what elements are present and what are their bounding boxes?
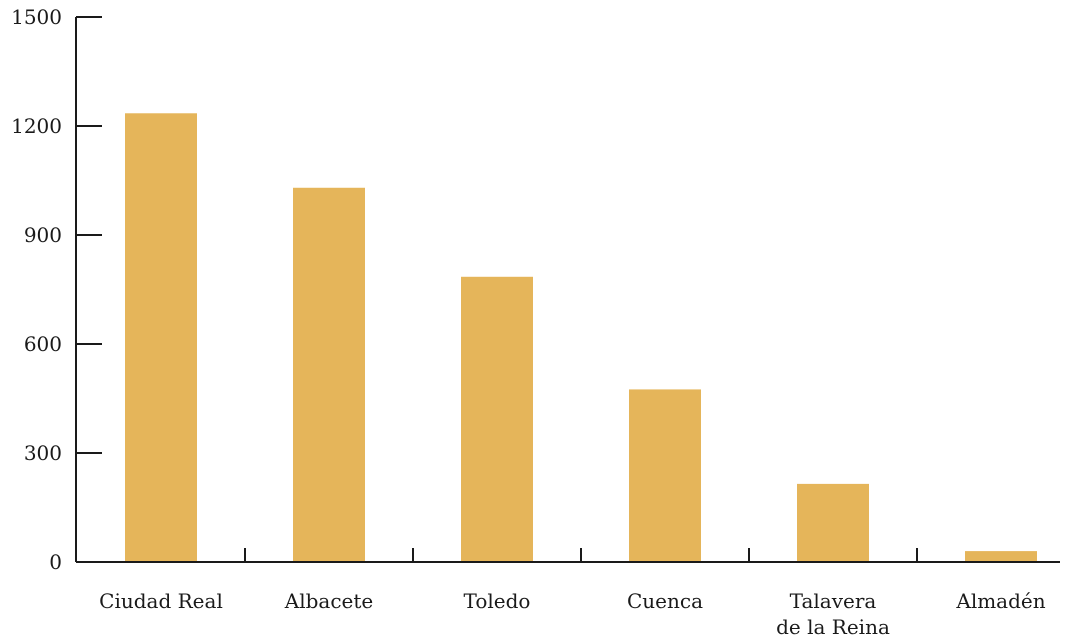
bar-3 bbox=[461, 276, 533, 562]
bar-4 bbox=[629, 389, 701, 562]
y-tick-label: 300 bbox=[24, 441, 62, 465]
ticks-group bbox=[76, 16, 918, 563]
bar-1 bbox=[125, 113, 197, 563]
y-tick-label: 1500 bbox=[11, 5, 62, 29]
bar-2 bbox=[293, 187, 365, 562]
x-category-label: Almadén bbox=[955, 589, 1045, 613]
y-tick-label: 0 bbox=[49, 550, 62, 574]
y-tick-label: 1200 bbox=[11, 114, 62, 138]
x-category-label: Talavera de la Reina bbox=[776, 589, 890, 636]
axes-group bbox=[75, 17, 1060, 563]
x-category-label: Albacete bbox=[284, 589, 373, 613]
y-tick-label: 600 bbox=[24, 332, 62, 356]
bars-group bbox=[125, 113, 1037, 563]
x-category-label: Ciudad Real bbox=[99, 589, 223, 613]
y-tick-label: 900 bbox=[24, 223, 62, 247]
x-category-label: Toledo bbox=[464, 589, 531, 613]
bar-6 bbox=[965, 551, 1037, 562]
labels-group: 0 300 600 900 1200 1500 Ciudad Real Albacete Tol… bbox=[11, 5, 1046, 636]
bar-5 bbox=[797, 483, 869, 562]
x-category-label: Cuenca bbox=[627, 589, 703, 613]
